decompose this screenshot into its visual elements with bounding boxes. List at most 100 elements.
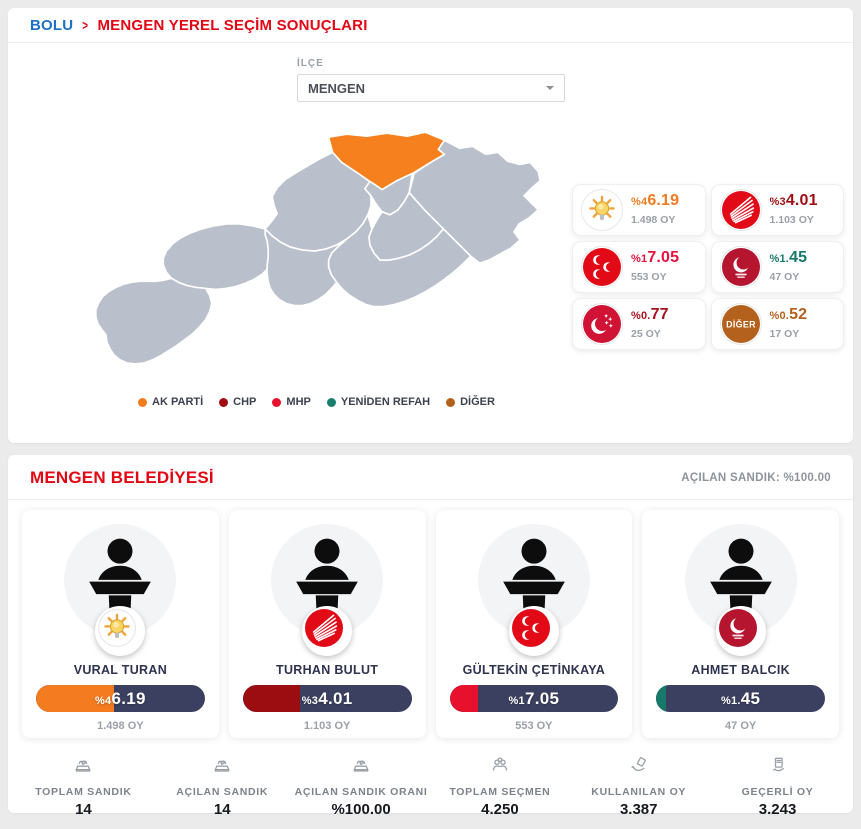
party-results-grid: %46.19 1.498 OY %34.01 1.103 OY [572,184,844,350]
legend-item: YENİDEN REFAH [326,396,431,408]
party-result-card: %1.45 47 OY [710,241,844,293]
akparti-party-icon [95,606,146,656]
page-title: MENGEN YEREL SEÇİM SONUÇLARI [97,16,368,34]
breadcrumb-separator: > [82,17,89,33]
party-result-card: DİĞER %0.52 17 OY [710,298,844,350]
municipality-title: MENGEN BELEDİYESİ [30,468,214,487]
district-select[interactable]: MENGEN [297,74,565,102]
party-result-card: %0.77 25 OY [572,298,706,350]
party-percent: %34.01 [769,191,818,209]
district-south-east[interactable] [327,214,472,308]
stat-label: GEÇERLİ OY [741,786,814,798]
legend-dot [219,397,229,407]
stat-toplam-sandik: TOPLAM SANDIK 14 [14,754,153,818]
legend-dot [272,397,282,407]
stat-value: 3.243 [758,801,797,818]
party-percent: %46.19 [631,191,680,209]
legend-label: DİĞER [460,396,495,408]
ballot-box-ratio-icon [349,760,373,782]
valid-vote-icon [766,757,790,782]
legend-dot [446,397,456,407]
candidate-percent: %1.45 [720,689,761,708]
chevron-down-icon [546,86,554,90]
legend-label: AK PARTİ [152,396,204,408]
party-votes: 17 OY [769,328,800,341]
vote-cast-icon [627,757,651,782]
stat-label: TOPLAM SEÇMEN [449,786,551,798]
bar-fill [36,685,114,712]
party-result-card: %46.19 1.498 OY [572,184,706,236]
legend-item: CHP [219,396,256,408]
stat-acilan-sandik-orani: AÇILAN SANDIK ORANI %100.00 [292,754,431,818]
summary-stats: TOPLAM SANDIK 14 AÇILAN SANDIK 14 AÇILAN… [8,742,853,818]
candidate-result-bar: %1.45 [656,685,825,712]
party-votes: 47 OY [769,271,800,284]
candidate-card: GÜLTEKİN ÇETİNKAYA %17.05 553 OY [435,510,633,738]
bar-fill [449,685,479,712]
district-south-west[interactable] [95,277,213,365]
stat-value: %100.00 [331,801,391,818]
stat-value: 14 [75,801,92,818]
chp-party-icon [302,606,353,656]
municipality-header: MENGEN BELEDİYESİ AÇILAN SANDIK: %100.00 [8,455,853,500]
candidate-votes: 1.103 OY [303,720,351,732]
stat-label: TOPLAM SANDIK [35,786,132,798]
svg-text:DİĞER: DİĞER [726,318,756,329]
stat-kullanilan-oy: KULLANILAN OY 3.387 [569,754,708,818]
yeniden-refah-party-icon [719,246,762,288]
candidate-card: AHMET BALCIK %1.45 47 OY [642,510,839,738]
bar-fill [242,685,301,712]
map-legend: AK PARTİ CHP MHP YENİDEN REFAH DİĞER [64,396,569,408]
stat-value: 4.250 [481,801,519,818]
breadcrumb-province-link[interactable]: BOLU [30,16,74,34]
mhp-party-icon [508,606,559,656]
saadet-party-icon [581,303,623,345]
candidate-result-bar: %17.05 [449,685,619,712]
party-votes: 553 OY [631,271,667,284]
opened-ballot-ratio: AÇILAN SANDIK: %100.00 [681,472,831,484]
voters-icon [488,757,512,782]
stat-value: 3.387 [619,801,658,818]
candidate-votes: 553 OY [515,720,553,732]
candidate-percent: %34.01 [301,689,353,708]
candidate-name: VURAL TURAN [73,663,168,677]
party-percent: %1.45 [769,248,808,266]
breadcrumb: BOLU > MENGEN YEREL SEÇİM SONUÇLARI [8,8,853,43]
candidate-votes: 47 OY [725,720,757,732]
candidate-result-bar: %46.19 [36,685,205,712]
ballot-box-opened-icon [210,760,234,782]
party-votes: 1.103 OY [769,214,814,227]
bolu-district-map [95,131,541,365]
legend-dot [326,397,336,407]
district-filter-label: İLÇE [297,58,324,69]
candidate-result-bar: %34.01 [242,685,412,712]
stat-toplam-secmen: TOPLAM SEÇMEN 4.250 [430,754,569,818]
ballot-box-icon [71,760,95,782]
district-filter: İLÇE MENGEN [297,58,565,102]
yeniden-refah-party-icon [715,606,766,656]
diger-party-icon: DİĞER [719,303,762,345]
candidate-name: AHMET BALCIK [691,663,790,677]
district-select-value: MENGEN [308,80,366,96]
legend-label: CHP [233,396,257,408]
legend-item: MHP [272,396,311,408]
candidate-name: GÜLTEKİN ÇETİNKAYA [462,663,606,677]
legend-label: YENİDEN REFAH [340,396,431,408]
candidate-card: TURHAN BULUT %34.01 1.103 OY [228,510,426,738]
party-result-card: %34.01 1.103 OY [710,184,844,236]
party-result-card: %17.05 553 OY [572,241,706,293]
chp-party-icon [719,189,762,231]
candidate-cards: VURAL TURAN %46.19 1.498 OY [8,500,853,742]
legend-label: MHP [286,396,311,408]
candidate-percent: %17.05 [508,689,560,708]
party-percent: %0.52 [769,305,808,323]
party-votes: 25 OY [631,328,661,341]
district-west[interactable] [162,223,269,291]
stat-label: AÇILAN SANDIK ORANI [294,786,428,798]
municipality-panel: MENGEN BELEDİYESİ AÇILAN SANDIK: %100.00 [8,455,853,818]
stat-acilan-sandik: AÇILAN SANDIK 14 [153,754,292,818]
stat-label: KULLANILAN OY [591,786,687,798]
legend-item: AK PARTİ [138,396,203,408]
mhp-party-icon [581,246,623,288]
candidate-percent: %46.19 [94,689,146,708]
